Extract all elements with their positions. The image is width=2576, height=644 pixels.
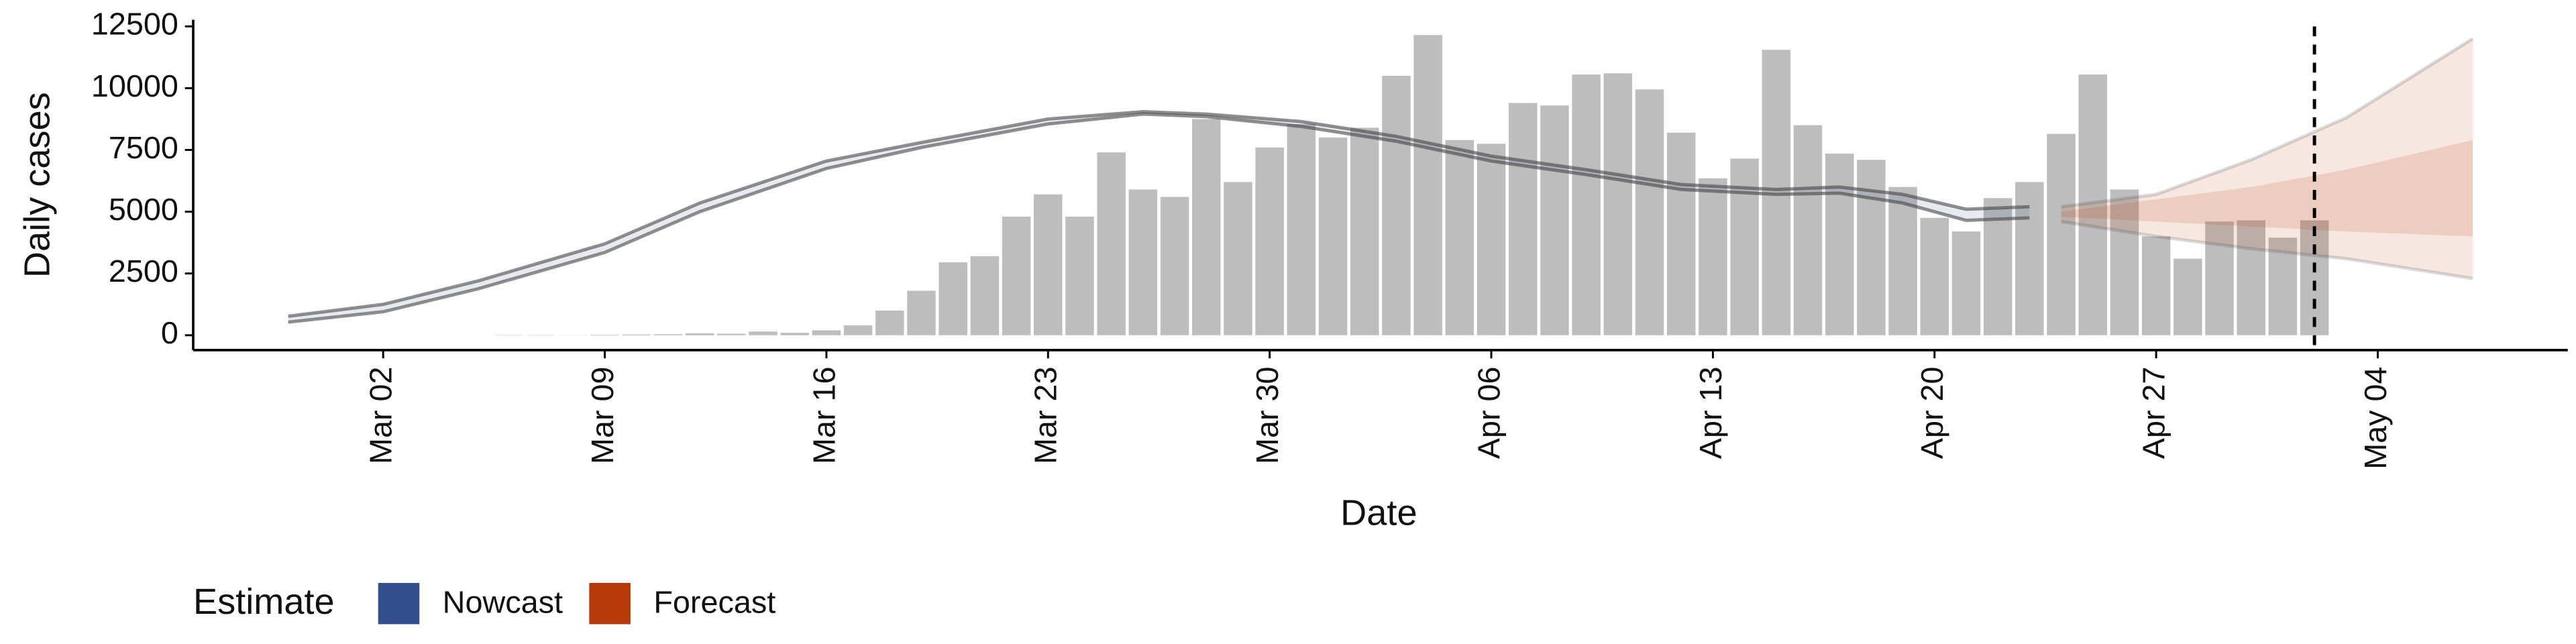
y-tick-label: 12500 bbox=[91, 7, 178, 42]
bar bbox=[1382, 75, 1411, 335]
x-axis-title: Date bbox=[1340, 492, 1417, 533]
bar bbox=[1477, 144, 1506, 335]
x-tick-label: Mar 30 bbox=[1250, 366, 1285, 464]
bar bbox=[2268, 237, 2298, 335]
bar bbox=[907, 290, 936, 335]
legend-label: Nowcast bbox=[443, 584, 563, 619]
y-tick-label: 2500 bbox=[109, 254, 178, 288]
bar bbox=[2110, 189, 2139, 335]
bar bbox=[780, 333, 809, 335]
bar bbox=[875, 310, 904, 335]
inner-band bbox=[2061, 140, 2473, 237]
bar bbox=[1951, 231, 1981, 335]
legend-swatch bbox=[589, 582, 631, 625]
band-edge bbox=[2061, 37, 2474, 209]
bar bbox=[1699, 178, 1727, 335]
x-tick-label: Apr 13 bbox=[1693, 366, 1728, 459]
bar bbox=[717, 333, 746, 335]
x-tick-label: Apr 27 bbox=[2137, 366, 2171, 459]
bar bbox=[1287, 123, 1316, 335]
x-tick-label: Apr 06 bbox=[1471, 366, 1506, 459]
y-tick-label: 7500 bbox=[109, 130, 178, 165]
bar bbox=[1160, 197, 1189, 335]
bar bbox=[1002, 216, 1031, 335]
x-tick-label: Mar 09 bbox=[585, 366, 620, 464]
bar bbox=[2015, 182, 2044, 335]
band-edge bbox=[288, 109, 2030, 318]
bar bbox=[1413, 35, 1442, 335]
bar bbox=[1572, 74, 1601, 335]
bar bbox=[2174, 258, 2202, 335]
x-tick-label: Apr 20 bbox=[1915, 366, 1949, 459]
bar bbox=[1350, 127, 1379, 335]
bar bbox=[1508, 103, 1538, 335]
bar bbox=[2047, 133, 2076, 335]
bar bbox=[1318, 138, 1348, 335]
bar bbox=[812, 330, 841, 335]
x-tick-label: May 04 bbox=[2358, 366, 2393, 469]
bar bbox=[1224, 182, 1252, 335]
bar bbox=[1666, 132, 1696, 335]
bar bbox=[1097, 152, 1126, 335]
bar bbox=[1128, 189, 1158, 335]
bar bbox=[1888, 186, 1917, 335]
bar bbox=[1857, 160, 1886, 335]
bar bbox=[1920, 217, 1949, 335]
bar bbox=[685, 333, 714, 335]
bar bbox=[1540, 105, 1569, 335]
bar bbox=[1825, 154, 1854, 335]
band-edge bbox=[288, 112, 2030, 324]
band-edge bbox=[2061, 219, 2473, 280]
bar bbox=[2237, 220, 2265, 335]
bar bbox=[2078, 74, 2107, 335]
bar bbox=[653, 334, 683, 335]
bar bbox=[1635, 89, 1664, 335]
bar bbox=[1445, 140, 1474, 335]
x-tick-label: Mar 16 bbox=[806, 366, 841, 464]
bar bbox=[1730, 158, 1759, 335]
bar bbox=[2300, 220, 2329, 335]
bar bbox=[938, 262, 967, 335]
bar bbox=[1603, 73, 1633, 335]
bar bbox=[2205, 221, 2234, 335]
legend-label: Forecast bbox=[653, 584, 775, 619]
bar bbox=[1065, 216, 1094, 335]
bar bbox=[843, 325, 873, 335]
x-tick-label: Mar 23 bbox=[1028, 366, 1063, 464]
y-tick-label: 10000 bbox=[91, 68, 178, 103]
bar bbox=[1793, 125, 1823, 335]
x-tick-label: Mar 02 bbox=[364, 366, 398, 464]
bar bbox=[1034, 194, 1063, 335]
bar bbox=[2141, 236, 2171, 335]
y-tick-label: 0 bbox=[161, 315, 178, 350]
legend-swatch bbox=[378, 582, 420, 625]
bar bbox=[749, 331, 777, 335]
legend-title: Estimate bbox=[193, 582, 335, 622]
y-axis-title: Daily cases bbox=[17, 92, 57, 278]
y-tick-label: 5000 bbox=[109, 192, 178, 227]
band bbox=[2061, 38, 2473, 279]
bar bbox=[970, 256, 1000, 335]
bar bbox=[1255, 147, 1284, 335]
bar bbox=[1192, 119, 1221, 335]
